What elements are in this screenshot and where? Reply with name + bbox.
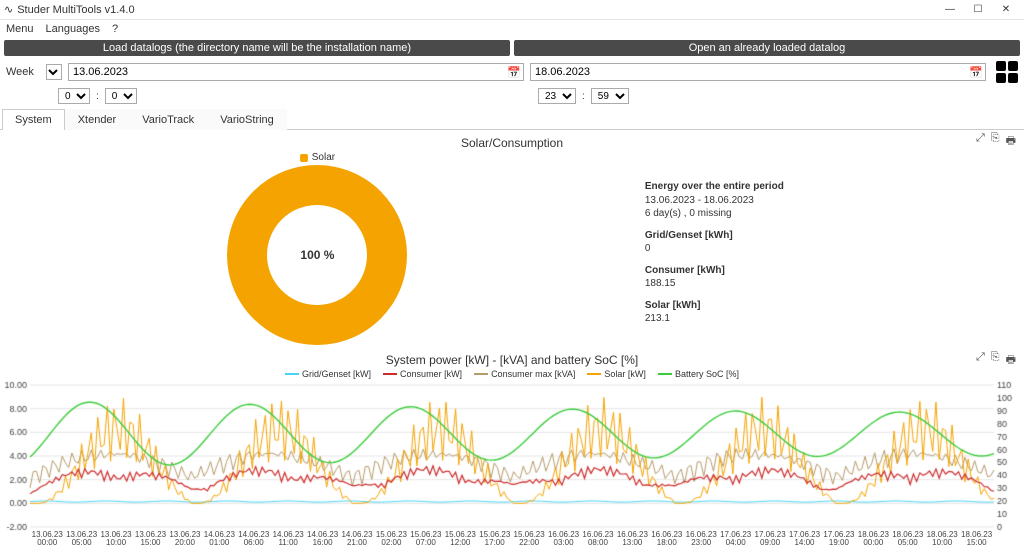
x-tick: 16.06.2303:00 — [546, 531, 580, 548]
donut-title: Solar/Consumption — [0, 130, 1024, 152]
x-tick: 13.06.2310:00 — [99, 531, 133, 548]
maximize-button[interactable]: ☐ — [964, 1, 992, 19]
open-datalog-button[interactable]: Open an already loaded datalog — [514, 40, 1020, 56]
x-tick: 15.06.2317:00 — [477, 531, 511, 548]
x-tick: 16.06.2323:00 — [684, 531, 718, 548]
tab-variostring[interactable]: VarioString — [207, 109, 287, 130]
to-min-select[interactable]: 59 — [591, 88, 629, 104]
menu-languages[interactable]: Languages — [46, 23, 100, 35]
legend-item[interactable]: Solar [kW] — [587, 369, 646, 379]
solar-value: 213.1 — [645, 313, 670, 324]
donut-legend-label: Solar — [312, 152, 335, 163]
stats-days: 6 day(s) , 0 missing — [645, 208, 732, 219]
x-tick: 17.06.2314:00 — [787, 531, 821, 548]
x-tick: 16.06.2308:00 — [581, 531, 615, 548]
layout-grid-icon[interactable] — [996, 61, 1018, 83]
time-sep: : — [96, 91, 99, 102]
x-tick: 16.06.2313:00 — [615, 531, 649, 548]
x-tick: 18.06.2310:00 — [925, 531, 959, 548]
x-tick: 14.06.2301:00 — [202, 531, 236, 548]
export-icon[interactable]: ⎘ — [991, 351, 1000, 370]
x-tick: 17.06.2319:00 — [822, 531, 856, 548]
x-tick: 18.06.2300:00 — [856, 531, 890, 548]
donut-chart-block: ⤢ ⎘ 🖶 Solar/Consumption Solar 100 % Ener… — [0, 130, 1024, 345]
export-icon[interactable]: ⎘ — [991, 132, 1000, 151]
line-chart-legend: Grid/Genset [kW] Consumer [kW] Consumer ma… — [0, 369, 1024, 381]
line-chart-title: System power [kW] - [kVA] and battery So… — [0, 349, 1024, 369]
menu-help[interactable]: ? — [112, 23, 118, 35]
donut-chart: 100 % — [227, 165, 407, 345]
x-tick: 17.06.2304:00 — [718, 531, 752, 548]
x-tick: 18.06.2315:00 — [959, 531, 993, 548]
x-tick: 15.06.2307:00 — [409, 531, 443, 548]
x-tick: 15.06.2322:00 — [512, 531, 546, 548]
to-date-input[interactable] — [530, 63, 986, 81]
solar-label: Solar [kWh] — [645, 299, 1014, 313]
to-date-field: 📅 — [530, 63, 986, 81]
legend-item[interactable]: Consumer max [kVA] — [474, 369, 575, 379]
from-date-input[interactable] — [68, 63, 524, 81]
window-title: Studer MultiTools v1.4.0 — [17, 4, 936, 16]
energy-stats: Energy over the entire period 13.06.2023… — [635, 152, 1024, 345]
expand-icon[interactable]: ⤢ — [976, 351, 985, 370]
line-chart-x-ticks: 13.06.2300:0013.06.2305:0013.06.2310:001… — [0, 531, 1024, 548]
x-tick: 18.06.2305:00 — [891, 531, 925, 548]
x-tick: 14.06.2321:00 — [340, 531, 374, 548]
range-mode-label: Week — [6, 66, 40, 78]
x-tick: 14.06.2311:00 — [271, 531, 305, 548]
stats-period: 13.06.2023 - 18.06.2023 — [645, 195, 754, 206]
donut-legend: Solar — [300, 152, 335, 163]
x-tick: 16.06.2318:00 — [650, 531, 684, 548]
minimize-button[interactable]: — — [936, 1, 964, 19]
solar-swatch-icon — [300, 154, 308, 162]
consumer-value: 188.15 — [645, 278, 676, 289]
tab-system[interactable]: System — [2, 109, 65, 130]
load-datalogs-button[interactable]: Load datalogs (the directory name will b… — [4, 40, 510, 56]
x-tick: 13.06.2300:00 — [30, 531, 64, 548]
to-hour-select[interactable]: 23 — [538, 88, 576, 104]
print-icon[interactable]: 🖶 — [1006, 132, 1016, 151]
load-bar: Load datalogs (the directory name will b… — [0, 38, 1024, 58]
calendar-icon[interactable]: 📅 — [968, 64, 984, 80]
x-tick: 13.06.2305:00 — [64, 531, 98, 548]
window-titlebar: ∿ Studer MultiTools v1.4.0 — ☐ ✕ — [0, 0, 1024, 20]
menu-menu[interactable]: Menu — [6, 23, 34, 35]
app-icon: ∿ — [4, 3, 13, 16]
grid-value: 0 — [645, 243, 651, 254]
legend-item[interactable]: Battery SoC [%] — [658, 369, 739, 379]
time-sep: : — [582, 91, 585, 102]
time-row: 0 : 0 23 : 59 — [0, 86, 1024, 108]
tab-xtender[interactable]: Xtender — [65, 109, 130, 130]
print-icon[interactable]: 🖶 — [1006, 351, 1016, 370]
calendar-icon[interactable]: 📅 — [506, 64, 522, 80]
stats-title: Energy over the entire period — [645, 180, 1014, 194]
range-mode-select[interactable]: ▾ — [46, 64, 62, 80]
consumer-label: Consumer [kWh] — [645, 264, 1014, 278]
from-min-select[interactable]: 0 — [105, 88, 137, 104]
line-chart-block: ⤢ ⎘ 🖶 System power [kW] - [kVA] and batt… — [0, 349, 1024, 548]
tab-bar: System Xtender VarioTrack VarioString — [0, 108, 1024, 130]
donut-center-value: 100 % — [267, 205, 367, 305]
tab-variotrack[interactable]: VarioTrack — [129, 109, 207, 130]
x-tick: 14.06.2306:00 — [237, 531, 271, 548]
legend-item[interactable]: Grid/Genset [kW] — [285, 369, 371, 379]
x-tick: 17.06.2309:00 — [753, 531, 787, 548]
x-tick: 13.06.2315:00 — [133, 531, 167, 548]
x-tick: 15.06.2302:00 — [374, 531, 408, 548]
x-tick: 14.06.2316:00 — [305, 531, 339, 548]
grid-label: Grid/Genset [kWh] — [645, 229, 1014, 243]
from-hour-select[interactable]: 0 — [58, 88, 90, 104]
close-button[interactable]: ✕ — [992, 1, 1020, 19]
legend-item[interactable]: Consumer [kW] — [383, 369, 462, 379]
from-date-field: 📅 — [68, 63, 524, 81]
date-range-row: Week ▾ 📅 📅 — [0, 58, 1024, 86]
line-chart-canvas — [0, 381, 1024, 531]
menubar: Menu Languages ? — [0, 20, 1024, 38]
expand-icon[interactable]: ⤢ — [976, 132, 985, 151]
x-tick: 13.06.2320:00 — [168, 531, 202, 548]
x-tick: 15.06.2312:00 — [443, 531, 477, 548]
